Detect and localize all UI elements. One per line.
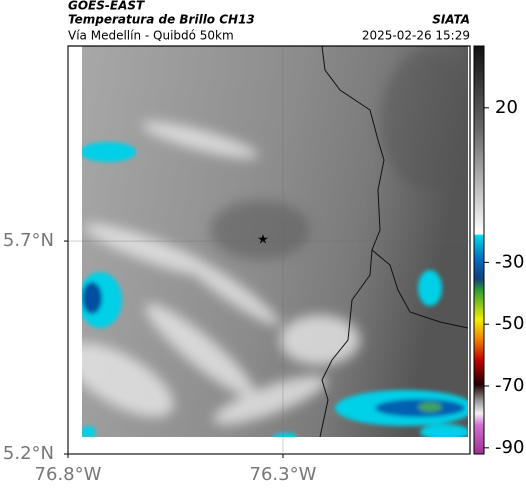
location-marker: ★: [257, 233, 269, 248]
y-tick-label: 5.2°N: [3, 443, 54, 464]
colorbar: [473, 45, 485, 455]
source: SIATA: [432, 13, 470, 27]
datetime: 2025-02-26 15:29: [362, 29, 470, 43]
x-tick-label: 76.8°W: [35, 464, 102, 485]
route: Vía Medellín - Quibdó 50km: [68, 29, 234, 43]
satellite-image: [82, 46, 468, 437]
x-tick-label: 76.3°W: [250, 464, 317, 485]
product: Temperatura de Brillo CH13: [68, 13, 255, 27]
colorbar-tick-label: -90: [495, 437, 524, 458]
colorbar-tick-label: -30: [495, 251, 524, 272]
colorbar-tick-label: -50: [495, 313, 524, 334]
colorbar-tick-label: 20: [495, 97, 518, 118]
colorbar-tick-label: -70: [495, 375, 524, 396]
satellite: GOES-EAST: [68, 0, 145, 13]
y-tick-label: 5.7°N: [3, 230, 54, 251]
